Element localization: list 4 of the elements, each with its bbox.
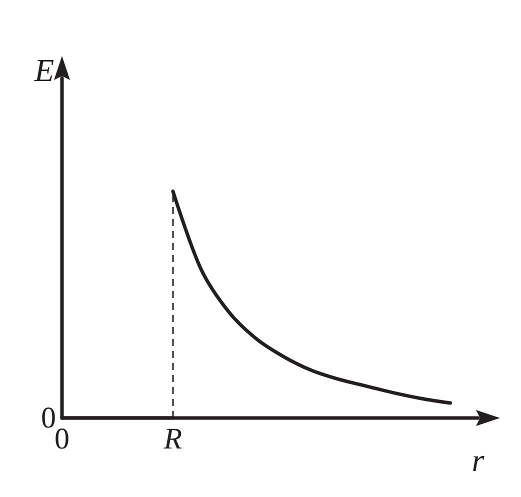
- x-axis-title: r: [472, 442, 485, 478]
- annotation: 0: [41, 402, 56, 434]
- x-tick-label: R: [162, 422, 182, 456]
- y-axis-title: E: [33, 52, 54, 88]
